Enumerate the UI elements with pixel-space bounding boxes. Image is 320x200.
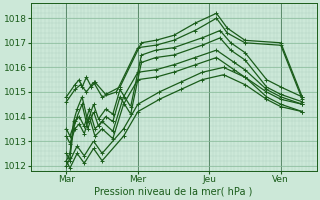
X-axis label: Pression niveau de la mer( hPa ): Pression niveau de la mer( hPa ) <box>94 187 253 197</box>
